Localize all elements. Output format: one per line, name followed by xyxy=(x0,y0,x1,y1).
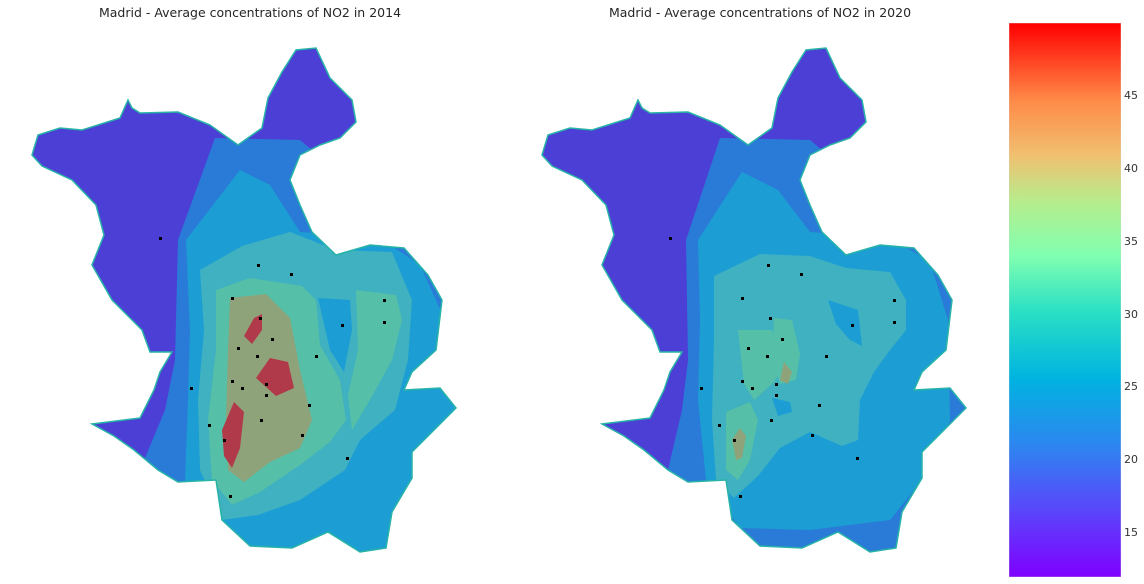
station-marker xyxy=(341,324,344,327)
station-marker xyxy=(223,439,226,442)
station-marker xyxy=(818,404,821,407)
station-marker xyxy=(739,495,742,498)
station-marker xyxy=(208,424,211,427)
contour-level-red-2 xyxy=(256,358,294,396)
station-marker xyxy=(851,324,854,327)
contour-map-2014 xyxy=(31,47,458,553)
station-marker xyxy=(256,355,259,358)
contour-level-red-1 xyxy=(244,314,262,344)
station-marker xyxy=(751,387,754,390)
station-marker xyxy=(190,387,193,390)
station-marker xyxy=(741,380,744,383)
station-marker xyxy=(315,355,318,358)
station-marker xyxy=(775,383,778,386)
colorbar-tick-label: 25 xyxy=(1124,380,1138,394)
contour-level-azure-hole xyxy=(318,298,352,372)
colorbar xyxy=(1009,23,1121,577)
station-marker xyxy=(669,237,672,240)
station-marker xyxy=(265,394,268,397)
station-marker xyxy=(825,355,828,358)
colorbar-gradient xyxy=(1009,23,1121,577)
station-marker xyxy=(770,419,773,422)
station-marker xyxy=(346,457,349,460)
contour-level-cyangreen-east xyxy=(348,290,402,430)
stations-2020 xyxy=(669,237,896,498)
contour-level-olive xyxy=(732,428,746,460)
map-title-2014: Madrid - Average concentrations of NO2 i… xyxy=(98,5,402,20)
contour-level-azure-hole xyxy=(828,300,862,346)
station-marker xyxy=(383,321,386,324)
station-marker xyxy=(271,338,274,341)
map-panel-2014: Madrid - Average concentrations of NO2 i… xyxy=(0,0,500,584)
station-marker xyxy=(747,347,750,350)
colorbar-tick-label: 30 xyxy=(1124,307,1138,321)
station-marker xyxy=(700,387,703,390)
station-marker xyxy=(775,394,778,397)
station-marker xyxy=(257,264,260,267)
contour-level-red-3 xyxy=(222,402,244,468)
station-marker xyxy=(159,237,162,240)
city-boundary xyxy=(541,47,968,553)
station-marker xyxy=(893,299,896,302)
station-marker xyxy=(856,457,859,460)
station-marker xyxy=(237,347,240,350)
station-marker xyxy=(741,297,744,300)
station-marker xyxy=(241,387,244,390)
contour-level-olive-2 xyxy=(780,362,792,384)
station-marker xyxy=(767,264,770,267)
station-marker xyxy=(800,273,803,276)
map-panel-2020: Madrid - Average concentrations of NO2 i… xyxy=(510,0,1010,584)
station-marker xyxy=(893,321,896,324)
station-marker xyxy=(811,434,814,437)
station-marker xyxy=(301,434,304,437)
station-marker xyxy=(231,380,234,383)
station-marker xyxy=(260,419,263,422)
station-marker xyxy=(229,495,232,498)
colorbar-tick-label: 45 xyxy=(1124,88,1138,102)
city-boundary xyxy=(31,47,458,553)
station-marker xyxy=(781,338,784,341)
station-marker xyxy=(308,404,311,407)
station-marker xyxy=(231,297,234,300)
station-marker xyxy=(259,317,262,320)
stations-2014 xyxy=(159,237,386,498)
contour-level-azure-hole-2 xyxy=(772,398,792,416)
station-marker xyxy=(769,317,772,320)
station-marker xyxy=(383,299,386,302)
station-marker xyxy=(766,355,769,358)
station-marker xyxy=(265,383,268,386)
colorbar-tick-label: 35 xyxy=(1124,234,1138,248)
colorbar-tick-label: 40 xyxy=(1124,161,1138,175)
station-marker xyxy=(718,424,721,427)
station-marker xyxy=(290,273,293,276)
colorbar-tick-label: 15 xyxy=(1124,526,1138,540)
contour-map-2020 xyxy=(541,47,968,553)
map-title-2020: Madrid - Average concentrations of NO2 i… xyxy=(608,5,912,20)
contour-level-cyangreen-2 xyxy=(772,318,800,384)
colorbar-tick-label: 20 xyxy=(1124,453,1138,467)
station-marker xyxy=(733,439,736,442)
